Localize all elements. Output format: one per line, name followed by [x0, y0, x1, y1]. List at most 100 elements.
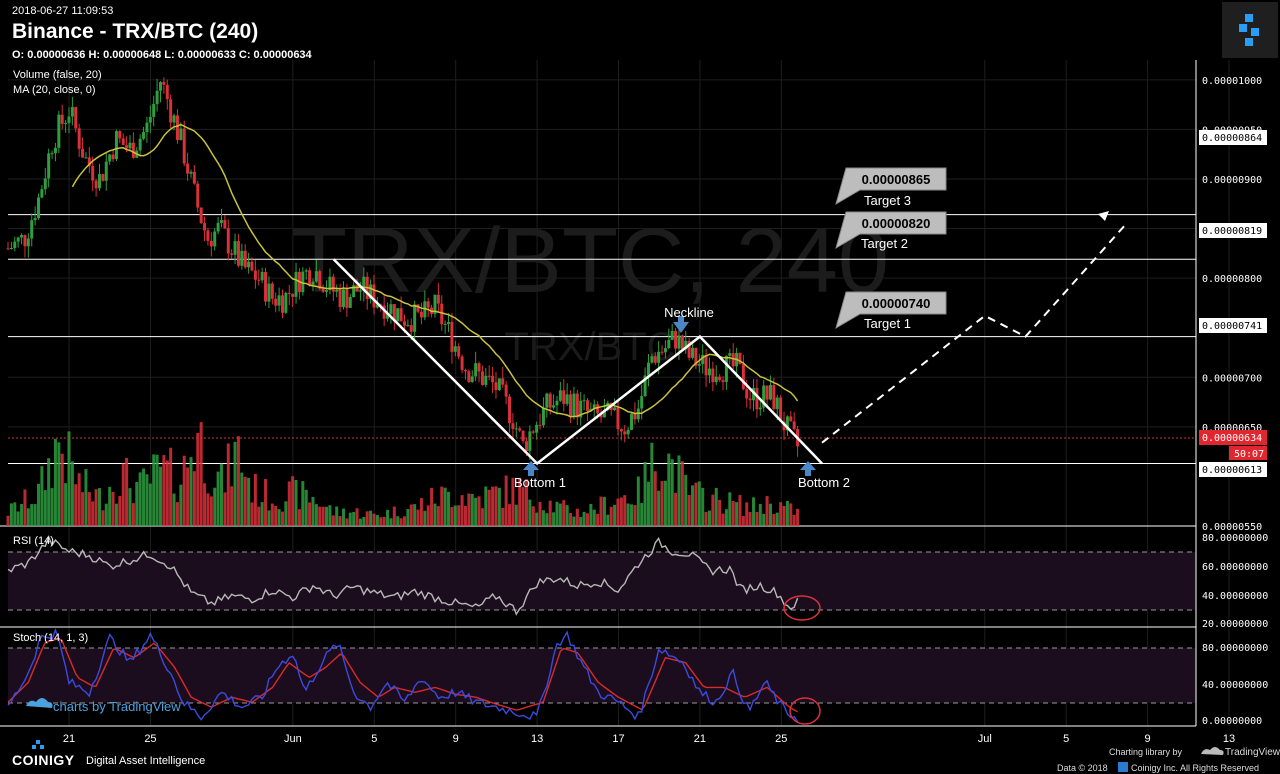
watermark-main: TRX/BTC, 240: [291, 210, 889, 312]
candle-body: [402, 321, 406, 326]
stoch-k-line: [7, 628, 799, 723]
candle-body: [53, 147, 57, 154]
candle-body: [545, 393, 549, 408]
volume-bar: [94, 489, 98, 526]
volume-bar: [484, 486, 488, 526]
volume-bar: [582, 511, 586, 526]
volume-bar: [504, 475, 508, 526]
volume-bar: [545, 513, 549, 526]
candle-body: [125, 145, 129, 149]
volume-bar: [704, 511, 708, 526]
volume-bar: [301, 481, 305, 526]
volume-bar: [735, 502, 739, 526]
candle-body: [114, 131, 118, 160]
target1-callout[interactable]: 0.00000740 Target 1: [835, 291, 947, 331]
candle-body: [257, 279, 261, 281]
ma-indicator-label[interactable]: MA (20, close, 0): [13, 84, 96, 96]
rsi-indicator-label[interactable]: RSI (14): [13, 535, 54, 547]
volume-bar: [646, 481, 650, 526]
candle-body: [724, 355, 728, 382]
target2-callout[interactable]: 0.00000820 Target 2: [835, 211, 947, 251]
coinigy-footer-brand: COINIGY Digital Asset Intelligence: [12, 740, 252, 772]
volume-bar: [585, 513, 589, 526]
time-tick-label: 17: [612, 733, 624, 745]
candle-body: [701, 354, 705, 364]
volume-bar: [779, 502, 783, 526]
candle-body: [630, 413, 634, 430]
candle-body: [650, 356, 654, 363]
candle-body: [626, 429, 630, 435]
candle-body: [97, 174, 101, 189]
chart-title: Binance - TRX/BTC (240): [12, 20, 258, 43]
volume-bar: [253, 473, 257, 526]
volume-bar: [43, 490, 47, 526]
target3-callout[interactable]: 0.00000865 Target 3: [835, 167, 947, 208]
pattern-line: [332, 258, 823, 466]
tradingview-badge[interactable]: charts by TradingView: [26, 698, 181, 714]
candle-body: [196, 183, 200, 208]
volume-bar: [128, 488, 132, 526]
volume-bar: [142, 468, 146, 526]
volume-bar: [558, 503, 562, 526]
volume-bar: [765, 496, 769, 526]
candle-body: [369, 284, 373, 299]
volume-bar: [118, 495, 122, 526]
price-marker-864: 0.00000864: [1199, 130, 1267, 145]
candle-body: [318, 271, 322, 289]
volume-bar: [47, 458, 51, 526]
candle-body: [314, 271, 318, 282]
candle-body: [94, 180, 98, 189]
candle-body: [216, 222, 220, 232]
volume-bar: [6, 515, 10, 526]
volume-bar: [348, 512, 352, 526]
candle-body: [375, 304, 379, 308]
volume-bar: [379, 517, 383, 526]
volume-bar: [687, 494, 691, 526]
candle-body: [596, 404, 600, 414]
candle-body: [131, 142, 135, 158]
volume-bar: [524, 479, 528, 526]
candle-body: [541, 407, 545, 426]
volume-bar: [247, 477, 251, 526]
volume-bar: [270, 503, 274, 526]
volume-bar: [135, 481, 139, 526]
candle-body: [274, 298, 278, 306]
volume-bar: [413, 504, 417, 526]
volume-bar: [552, 512, 556, 526]
target1-value: 0.00000740: [862, 296, 931, 311]
candle-body: [413, 304, 417, 332]
candle-body: [230, 253, 234, 255]
bottom1-label: Bottom 1: [514, 475, 566, 490]
candle-body: [16, 237, 20, 242]
price-tick-label: 0.00000900: [1202, 175, 1262, 186]
candle-body: [453, 346, 457, 352]
candle-body: [447, 321, 451, 324]
volume-bar: [541, 510, 545, 526]
stoch-indicator-label[interactable]: Stoch (14, 1, 3): [13, 632, 88, 644]
tradingview-brand[interactable]: TradingView: [1225, 747, 1280, 758]
copyright-rest: Coinigy Inc. All Rights Reserved: [1131, 763, 1259, 773]
candle-body: [6, 248, 10, 250]
candle-body: [345, 289, 349, 308]
countdown-label: 50:07: [1234, 449, 1264, 460]
candle-body: [440, 303, 444, 325]
candle-body: [77, 128, 81, 149]
volume-bar: [772, 513, 776, 526]
candle-body: [558, 390, 562, 401]
candle-body: [158, 82, 162, 91]
candle-body: [416, 304, 420, 312]
volume-bar: [53, 438, 57, 526]
volume-indicator-label[interactable]: Volume (false, 20): [13, 69, 102, 81]
volume-bar: [724, 509, 728, 526]
candle-body: [36, 197, 40, 219]
candle-body: [67, 116, 71, 123]
svg-text:40.00000000: 40.00000000: [1202, 680, 1268, 691]
volume-bar: [267, 510, 271, 526]
volume-bar: [121, 463, 125, 526]
coinigy-logo-icon[interactable]: [1222, 2, 1278, 58]
volume-bar: [101, 510, 105, 526]
volume-bar: [97, 488, 101, 526]
volume-bar: [369, 510, 373, 526]
candle-body: [60, 114, 64, 124]
